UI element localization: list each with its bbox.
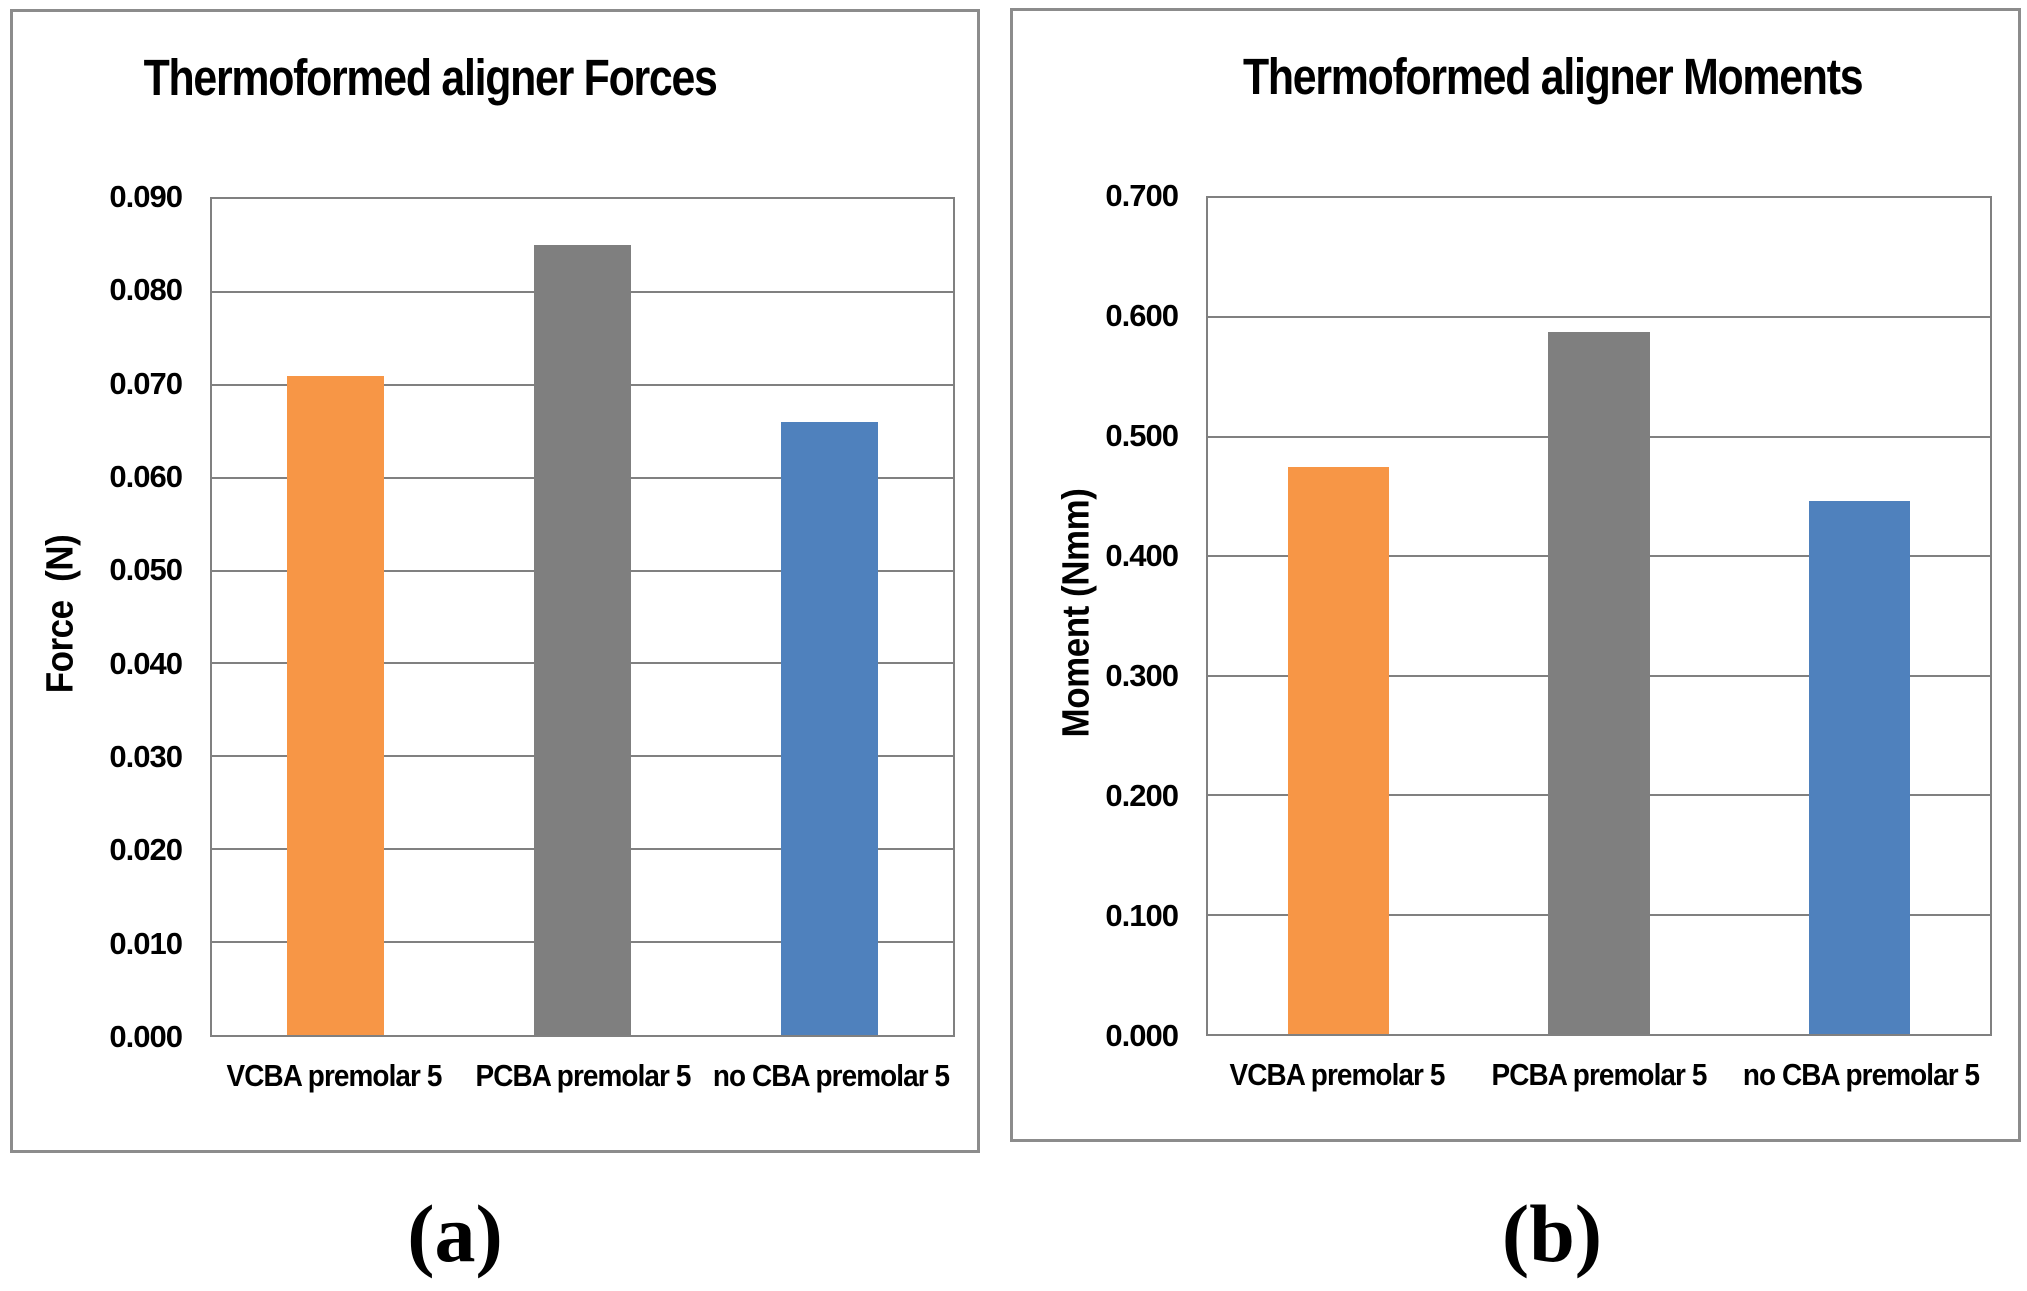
bar-no-cba-premolar-5 <box>1808 501 1911 1034</box>
y-tick-label: 0.070 <box>109 365 183 401</box>
y-axis-ticks: 0.700 0.600 0.500 0.400 0.300 0.200 0.100 0.000 <box>1013 178 1192 1053</box>
y-tick-label: 0.060 <box>109 458 183 494</box>
y-tick-label: 0.400 <box>1105 538 1179 573</box>
y-tick-label: 0.700 <box>1105 178 1179 213</box>
bar-no-cba-premolar-5 <box>781 421 878 1035</box>
bar-vcba-premolar-5 <box>1287 466 1390 1034</box>
gridline <box>1208 316 1990 319</box>
chart-title-text: Thermoformed aligner Moments <box>1242 48 1864 105</box>
y-tick-label: 0.000 <box>1105 1018 1179 1053</box>
chart-title-text: Thermoformed aligner Forces <box>143 49 717 106</box>
y-tick-label: 0.100 <box>1105 898 1179 933</box>
x-category-label-text: no CBA premolar 5 <box>1742 1057 1980 1092</box>
y-axis-ticks: 0.090 0.080 0.070 0.060 0.050 0.040 0.030 0.020… <box>13 179 196 1054</box>
x-category-label-text: PCBA premolar 5 <box>1491 1057 1708 1092</box>
subfigure-caption-b: (b) <box>1501 1188 1603 1279</box>
x-category-label-text: VCBA premolar 5 <box>1229 1057 1446 1092</box>
x-category-label: no CBA premolar 5 <box>1730 1057 1993 1093</box>
x-axis-labels: VCBA premolar 5 PCBA premolar 5 no CBA pre… <box>1206 1057 1992 1109</box>
x-category-label-text: no CBA premolar 5 <box>712 1058 950 1093</box>
x-category-label: PCBA premolar 5 <box>1480 1057 1719 1093</box>
bar-pcba-premolar-5 <box>1548 331 1650 1034</box>
y-tick-label: 0.200 <box>1105 778 1179 813</box>
plot-area <box>1206 196 1992 1036</box>
subfigure-caption-a: (a) <box>407 1188 503 1279</box>
y-tick-label: 0.050 <box>109 552 183 588</box>
x-category-label: VCBA premolar 5 <box>1218 1057 1457 1093</box>
y-tick-label: 0.000 <box>109 1019 183 1054</box>
y-tick-label: 0.300 <box>1105 658 1179 693</box>
y-tick-label: 0.020 <box>109 832 183 868</box>
chart-title: Thermoformed aligner Forces <box>13 48 977 107</box>
y-tick-label: 0.500 <box>1105 418 1179 453</box>
chart-title: Thermoformed aligner Moments <box>1013 47 2018 106</box>
plot-area <box>210 197 955 1037</box>
bar-pcba-premolar-5 <box>534 245 631 1035</box>
y-tick-label: 0.030 <box>109 738 183 774</box>
y-tick-label: 0.600 <box>1105 298 1179 333</box>
chart-panel-moments: Thermoformed aligner Moments Moment (Nmm… <box>1010 8 2021 1142</box>
x-category-label-text: PCBA premolar 5 <box>475 1058 691 1093</box>
y-tick-label: 0.010 <box>109 925 183 961</box>
y-tick-label: 0.090 <box>109 179 183 214</box>
y-tick-label: 0.080 <box>109 272 183 308</box>
x-category-label: VCBA premolar 5 <box>215 1058 454 1094</box>
bar-vcba-premolar-5 <box>287 375 384 1035</box>
chart-panel-forces: Thermoformed aligner Forces Force (N) 0.… <box>10 9 980 1153</box>
x-category-label-text: VCBA premolar 5 <box>226 1058 443 1093</box>
x-axis-labels: VCBA premolar 5 PCBA premolar 5 no CBA pre… <box>210 1058 955 1110</box>
x-category-label: PCBA premolar 5 <box>463 1058 702 1094</box>
x-category-label: no CBA premolar 5 <box>700 1058 963 1094</box>
y-tick-label: 0.040 <box>109 645 183 681</box>
